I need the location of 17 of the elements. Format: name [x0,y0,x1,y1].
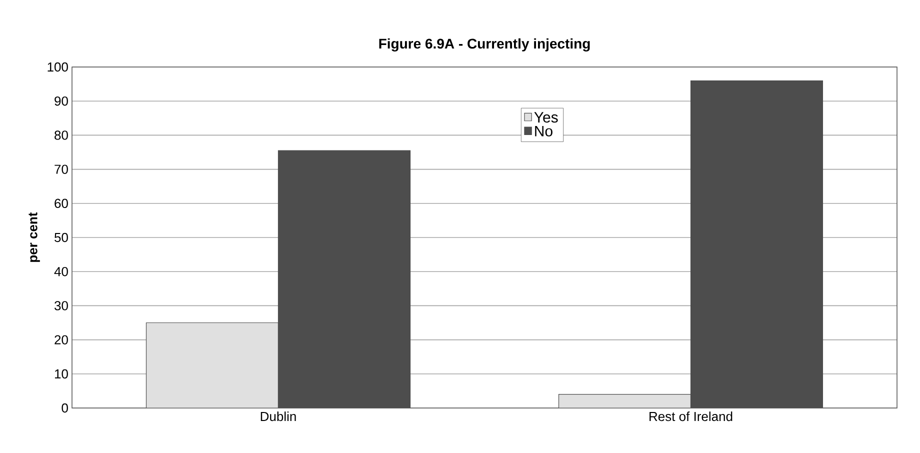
y-tick-label: 40 [54,266,68,276]
x-tick-label: Dublin [260,412,296,422]
x-tick-label: Rest of Ireland [650,412,732,422]
y-axis-title: per cent [28,212,40,262]
chart-title: Figure 6.9A - Currently injecting [379,38,590,52]
legend-label: Yes [534,112,558,123]
y-tick-label: 0 [62,403,68,413]
y-tick-label: 10 [54,369,68,378]
y-tick-label: 100 [48,62,68,72]
y-tick-label: 30 [54,301,68,310]
y-tick-label: 90 [54,96,68,106]
y-tick-label: 60 [54,198,68,208]
y-tick-label: 80 [54,130,68,140]
y-tick-label: 20 [54,335,68,344]
legend-label: No [535,126,552,136]
y-tick-label: 70 [54,164,68,174]
y-tick-label: 50 [54,232,68,242]
